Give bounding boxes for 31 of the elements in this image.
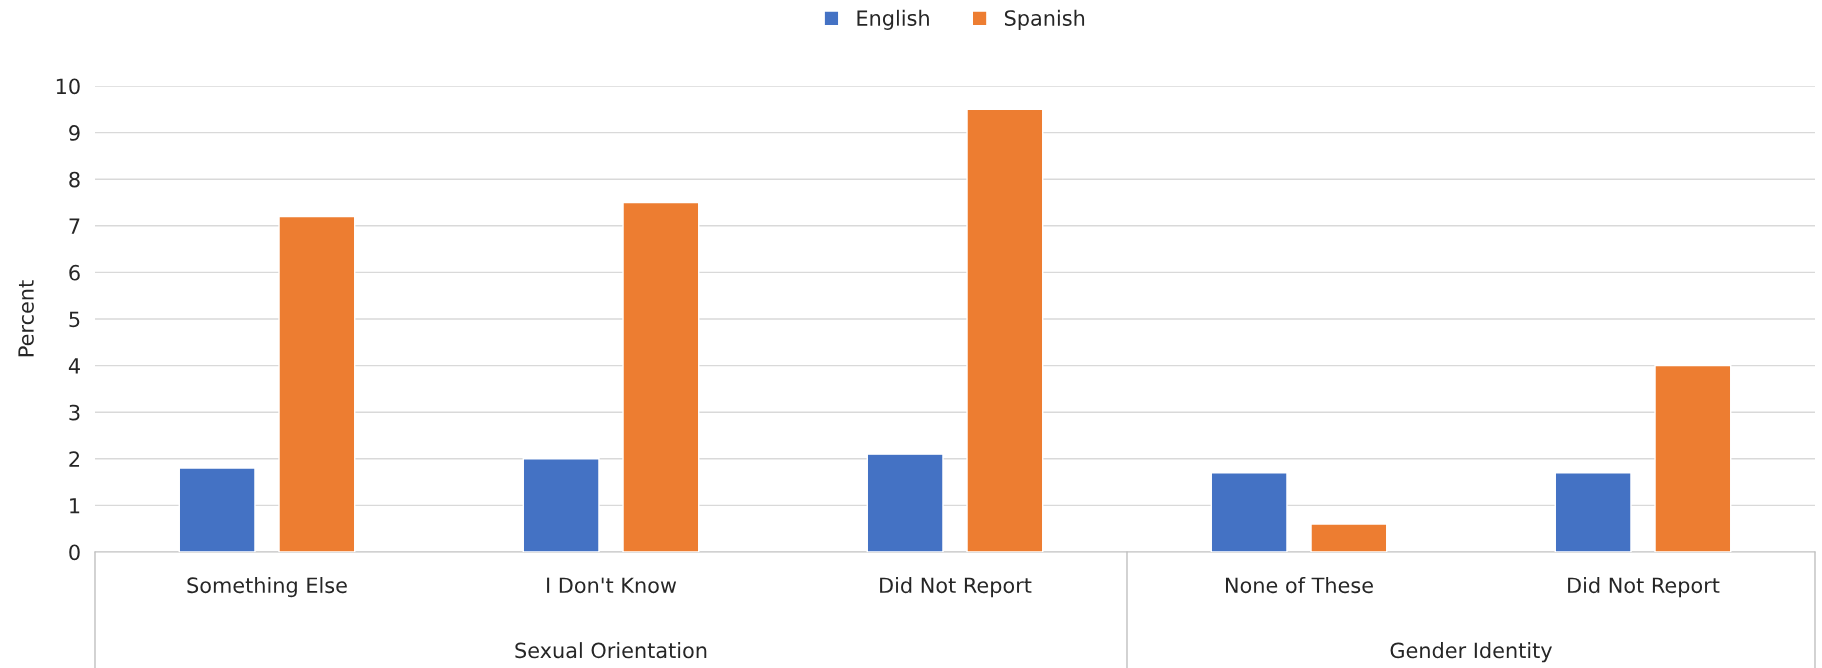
- bar: [966, 108, 1044, 552]
- bar: [622, 201, 700, 552]
- y-tick-label: 8: [69, 171, 80, 188]
- legend-label: English: [857, 9, 929, 30]
- y-tick-label: 3: [69, 404, 80, 421]
- legend-label: Spanish: [1004, 9, 1085, 30]
- y-axis-title: Percent: [18, 280, 34, 357]
- y-tick-label: 1: [70, 498, 80, 514]
- text: Sexual Orientation: [515, 642, 707, 659]
- bar: [1210, 472, 1288, 552]
- y-tick-label: 7: [69, 218, 80, 234]
- bar: [1654, 364, 1732, 552]
- x-tick-label: None of These: [1226, 577, 1373, 594]
- bar: [866, 453, 944, 552]
- y-tick-label: 4: [68, 358, 80, 374]
- x-tick-label: Did Not Report: [880, 577, 1032, 598]
- x-tick-label: I Don't Know: [547, 577, 677, 594]
- bar: [278, 215, 356, 552]
- y-tick-label: 9: [69, 125, 80, 141]
- y-tick-label: 5: [69, 311, 80, 328]
- y-tick-label: 10: [56, 78, 80, 95]
- bar: [1310, 523, 1388, 552]
- y-tick-label: 6: [69, 264, 80, 281]
- text: Gender Identity: [1390, 642, 1552, 663]
- x-tick-label: Something Else: [187, 577, 347, 598]
- bar: [522, 458, 600, 552]
- x-tick-label: Did Not Report: [1568, 577, 1720, 598]
- bar: [1554, 472, 1632, 552]
- y-tick-label: 2: [69, 451, 80, 467]
- bar: [178, 467, 256, 552]
- y-tick-label: 0: [69, 544, 80, 561]
